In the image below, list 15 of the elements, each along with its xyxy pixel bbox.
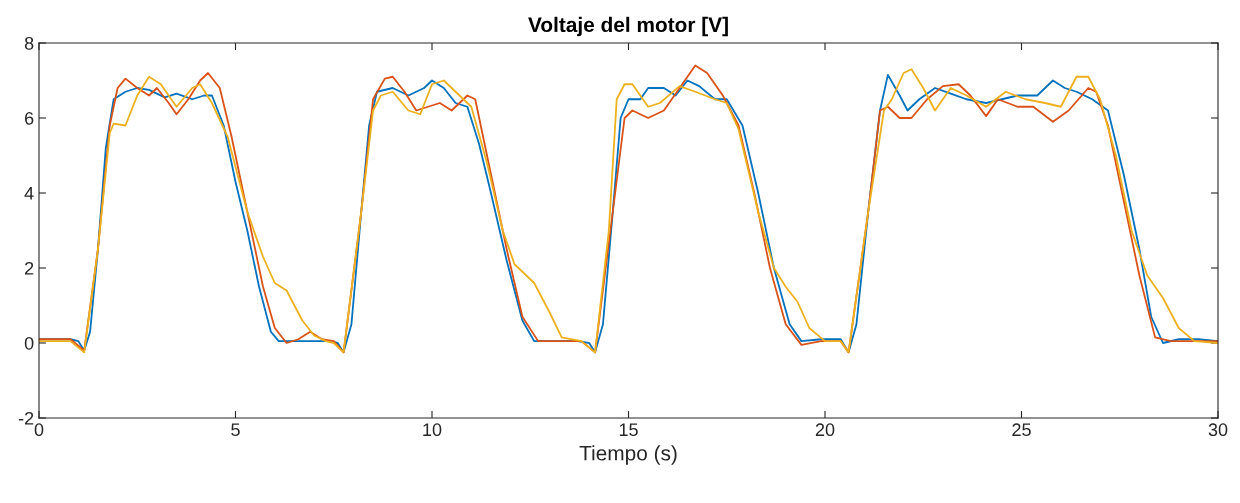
- y-tick-label: 0: [24, 336, 34, 350]
- x-axis-title: Tiempo (s): [579, 445, 677, 465]
- x-tick-label: 10: [423, 423, 442, 437]
- y-tick-label: 8: [24, 36, 34, 50]
- chart-title: Voltaje del motor [V]: [528, 16, 728, 37]
- x-tick-label: 15: [619, 423, 638, 437]
- x-tick-label: 30: [1208, 423, 1228, 437]
- x-tick-label: 20: [815, 423, 835, 437]
- y-tick-label: 6: [25, 111, 34, 125]
- x-tick-label: 25: [1012, 423, 1031, 437]
- x-tick-label: 5: [231, 423, 240, 437]
- x-tick-label: 0: [34, 423, 44, 437]
- y-tick-label: 2: [25, 261, 34, 275]
- y-tick-label: 4: [24, 187, 34, 200]
- y-tick-label: -2: [18, 411, 34, 425]
